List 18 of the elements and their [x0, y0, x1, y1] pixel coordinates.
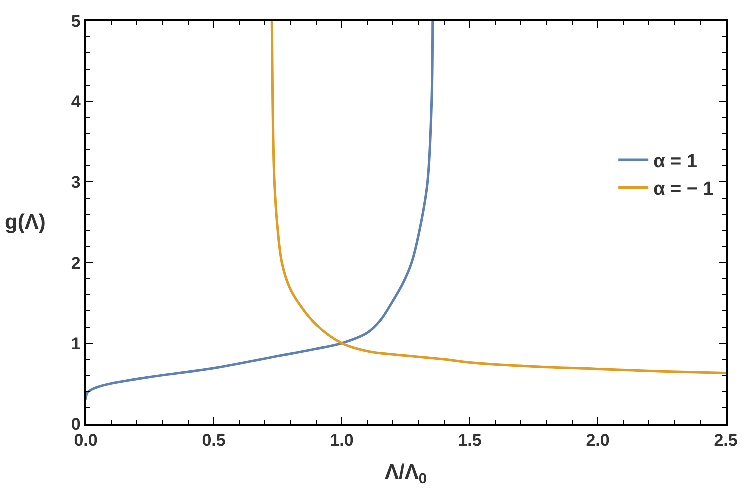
y-tick-label: 4	[71, 92, 82, 112]
x-tick-label: 2.0	[586, 431, 610, 450]
x-tick-label: 1.5	[458, 431, 482, 450]
legend-label: α = 1	[654, 151, 698, 172]
x-tick-label: 2.5	[714, 431, 738, 450]
x-tick-label: 0.5	[202, 431, 226, 450]
legend-label: α = − 1	[654, 179, 714, 200]
y-tick-label: 2	[71, 254, 81, 273]
y-tick-label: 0	[71, 414, 81, 434]
x-tick-label: 1.0	[330, 431, 354, 450]
y-axis-title: g(Λ)	[5, 211, 46, 234]
line-series	[86, 21, 434, 402]
x-tick-label: 0.0	[74, 431, 98, 450]
y-tick-label: 5	[71, 12, 81, 31]
line-series	[270, 21, 726, 374]
y-tick-label: 1	[71, 334, 81, 354]
x-axis-title: Λ/Λ$_{0}$	[384, 460, 428, 488]
y-tick-label: 3	[71, 173, 81, 192]
